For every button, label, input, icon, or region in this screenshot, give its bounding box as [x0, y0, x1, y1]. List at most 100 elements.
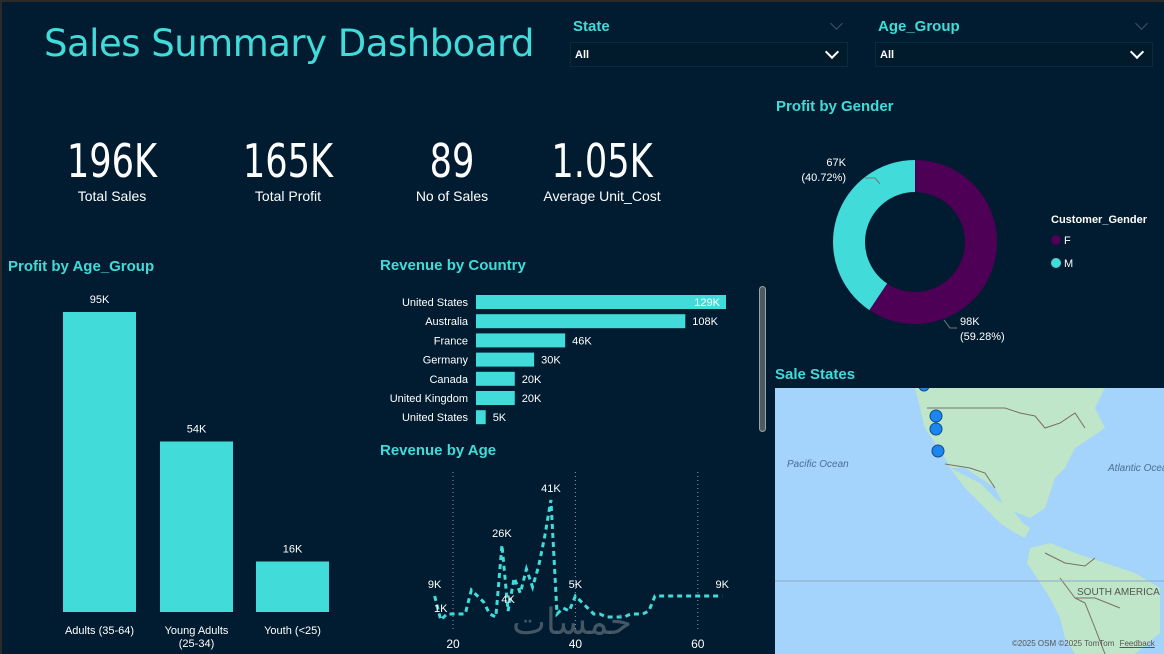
- state-slicer-label: State: [573, 18, 610, 35]
- kpi-label: No of Sales: [415, 188, 489, 204]
- bar-data-label: 20K: [522, 374, 542, 386]
- bar-data-label: 54K: [187, 423, 207, 435]
- bar-data-label: 95K: [90, 294, 110, 306]
- y-tick-label: United Kingdom: [390, 393, 468, 405]
- bar[interactable]: [476, 391, 515, 405]
- point-data-label: 5K: [569, 579, 583, 591]
- profit-by-gender-chart: 67K (40.72%) 98K (59.28%) Customer_Gender FM: [801, 157, 1148, 343]
- kpi-label: Total Sales: [77, 188, 147, 204]
- x-tick-label: Adults (35-64): [65, 625, 134, 637]
- chevron-down-icon: [1129, 44, 1145, 60]
- sale-states-title: Sale States: [775, 366, 856, 383]
- slice-percent-label: (59.28%): [960, 331, 1005, 343]
- y-tick-label: Canada: [429, 374, 468, 386]
- slice-value-label: 67K: [826, 157, 846, 169]
- sale-states-map[interactable]: Pacific Ocean Atlantic Ocean SOUTH AMERI…: [775, 388, 1164, 654]
- legend-label[interactable]: F: [1064, 235, 1071, 247]
- x-tick-label: Young Adults: [165, 625, 229, 637]
- point-data-label: 41K: [541, 483, 561, 495]
- chevron-down-icon: [824, 44, 840, 60]
- y-tick-label: United States: [402, 412, 469, 424]
- bar-data-label: 20K: [522, 393, 542, 405]
- north-america-land: [915, 388, 1105, 518]
- bar-data-label: 16K: [283, 543, 303, 555]
- kpi-label: Total Profit: [254, 188, 322, 204]
- revenue-by-country-title: Revenue by Country: [380, 257, 526, 274]
- x-tick-label: (25-34): [179, 638, 214, 650]
- bar[interactable]: [63, 312, 136, 612]
- age-group-slicer-value: All: [880, 49, 895, 61]
- legend-marker: [1051, 235, 1061, 245]
- bar[interactable]: [476, 371, 515, 386]
- point-data-label: 9K: [428, 579, 442, 591]
- profit-by-age-group-chart: 95K Adults (35-64) 54K Young Adults(25-34) 1…: [63, 294, 329, 650]
- y-tick-label: Australia: [425, 316, 469, 328]
- slice-value-label: 98K: [960, 316, 980, 328]
- bar[interactable]: [160, 441, 233, 612]
- point-data-label: 1K: [434, 603, 448, 615]
- age-group-slicer-label: Age_Group: [878, 18, 960, 35]
- profit-by-gender-title: Profit by Gender: [776, 98, 894, 115]
- kpi-no-of-sales: 89 No of Sales: [382, 134, 522, 204]
- us-mexico-border: [944, 463, 996, 489]
- legend-label[interactable]: M: [1064, 258, 1073, 270]
- south-america-label: SOUTH AMERICA: [1077, 587, 1160, 598]
- south-america-borders: [1044, 552, 1121, 654]
- map-point: [931, 444, 945, 458]
- page-title: Sales Summary Dashboard: [44, 22, 535, 65]
- map-point: [918, 388, 930, 392]
- attribution-text: ©2025 OSM ©2025 TomTom: [1012, 639, 1115, 648]
- map-point: [929, 409, 943, 423]
- y-tick-label: Germany: [423, 355, 469, 367]
- bar-data-label: 46K: [572, 335, 592, 347]
- point-data-label: 4K: [501, 594, 515, 606]
- leader-line: [943, 319, 957, 329]
- x-tick-label: 40: [569, 637, 583, 651]
- x-tick-label: 60: [691, 637, 705, 651]
- watermark: خمسات: [512, 602, 633, 643]
- legend-marker: [1051, 258, 1061, 268]
- donut-slice-f[interactable]: [869, 160, 997, 324]
- bar[interactable]: [476, 410, 486, 425]
- bar-data-label: 129K: [694, 297, 720, 309]
- kpi-average-unit-cost: 1.05K Average Unit_Cost: [527, 134, 677, 204]
- y-tick-label: United States: [402, 297, 469, 309]
- kpi-total-profit: 165K Total Profit: [216, 134, 360, 204]
- revenue-by-age-chart: 20 40 60 9K 1K 26K 4K 41K 5K 9K: [428, 472, 730, 651]
- state-slicer-value: All: [575, 49, 590, 61]
- revenue-by-age-title: Revenue by Age: [380, 442, 497, 459]
- atlantic-ocean-label: Atlantic Ocean: [1108, 463, 1164, 474]
- leader-line: [865, 177, 881, 185]
- us-canada-border: [927, 407, 1086, 429]
- age-group-slicer-dropdown[interactable]: All: [875, 42, 1153, 67]
- bar[interactable]: [476, 314, 686, 329]
- slice-percent-label: (40.72%): [801, 172, 846, 184]
- map-feedback-link[interactable]: Feedback: [1119, 639, 1155, 648]
- series-line: [433, 499, 723, 623]
- revenue-by-country-chart: United States 129K Australia 108K France 46K G…: [390, 295, 726, 425]
- bar[interactable]: [476, 333, 566, 348]
- bar[interactable]: [256, 561, 329, 612]
- legend-title: Customer_Gender: [1051, 214, 1148, 226]
- point-data-label: 26K: [492, 528, 512, 540]
- map-attribution: ©2025 OSM ©2025 TomTom Feedback: [1012, 639, 1155, 648]
- country-chart-scrollbar[interactable]: [759, 286, 766, 432]
- bar-data-label: 30K: [541, 355, 561, 367]
- profit-by-age-group-title: Profit by Age_Group: [8, 258, 155, 275]
- donut-slice-m[interactable]: [833, 160, 915, 311]
- y-tick-label: France: [434, 335, 468, 347]
- x-tick-label: Youth (<25): [264, 625, 321, 637]
- map-base: [775, 388, 1164, 654]
- age-group-slicer-collapse-icon[interactable]: [1135, 17, 1148, 30]
- bar[interactable]: [476, 295, 726, 309]
- point-data-label: 9K: [716, 579, 730, 591]
- central-america-land: [950, 468, 1030, 538]
- map-point: [929, 422, 943, 436]
- bar-data-label: 108K: [692, 316, 718, 328]
- state-slicer-collapse-icon[interactable]: [830, 17, 843, 30]
- x-tick-label: 20: [446, 637, 460, 651]
- bar-data-label: 5K: [493, 412, 507, 424]
- bar[interactable]: [476, 352, 535, 367]
- pacific-ocean-label: Pacific Ocean: [787, 459, 849, 470]
- state-slicer-dropdown[interactable]: All: [570, 42, 848, 67]
